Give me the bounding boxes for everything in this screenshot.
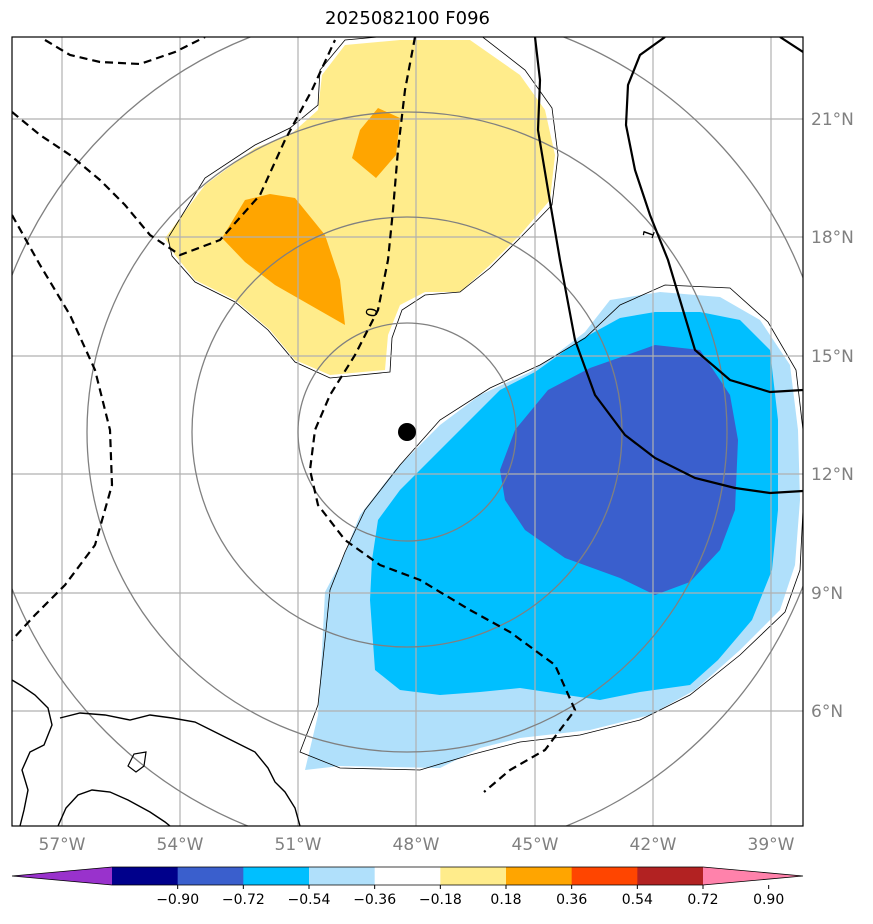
colorbar-tick-label: −0.72: [222, 892, 265, 908]
lat-label: 9°N: [811, 584, 843, 604]
lon-label: 45°W: [512, 835, 559, 855]
lon-label: 42°W: [630, 835, 677, 855]
lon-label: 51°W: [275, 835, 322, 855]
colorbar-tick-label: −0.90: [156, 892, 199, 908]
colorbar-segment: [637, 867, 704, 885]
lon-label: 54°W: [157, 835, 204, 855]
colorbar-segment: [177, 867, 244, 885]
lat-label: 12°N: [811, 465, 854, 485]
page-title: 2025082100 F096: [325, 8, 490, 29]
positive-fill-036: [165, 40, 555, 375]
colorbar-segment: [506, 867, 573, 885]
lat-label: 15°N: [811, 347, 854, 367]
negative-outline: [299, 284, 803, 771]
colorbar-tick-label: −0.18: [419, 892, 462, 908]
colorbar-tick-label: 0.72: [687, 892, 718, 908]
longitude-labels: 57°W 54°W 51°W 48°W 45°W 42°W 39°W: [39, 835, 795, 855]
colorbar: −0.90 −0.72 −0.54 −0.36 −0.18 0.18 0.36 0.54 0.7…: [11, 866, 804, 908]
colorbar-tick-label: 0.36: [556, 892, 587, 908]
colorbar-outline: [11, 866, 804, 886]
colorbar-tick-label: −0.54: [288, 892, 331, 908]
lat-label: 18°N: [811, 228, 854, 248]
lat-label: 21°N: [811, 110, 854, 130]
lon-label: 39°W: [748, 835, 795, 855]
colorbar-segment: [309, 867, 376, 885]
colorbar-tick-label: 0.18: [490, 892, 521, 908]
colorbar-extend-low: [12, 867, 112, 885]
lon-label: 57°W: [39, 835, 86, 855]
lon-label: 48°W: [393, 835, 440, 855]
coastline: [12, 679, 301, 826]
positive-fill-054-b: [352, 108, 400, 178]
range-rings: [12, 37, 803, 826]
colorbar-tick-label: −0.36: [353, 892, 396, 908]
colorbar-segment: [571, 867, 638, 885]
colorbar-tick-label: 0.90: [753, 892, 784, 908]
colorbar-segment: [112, 867, 179, 885]
map-area: 0 1: [12, 37, 803, 826]
colorbar-segment: [440, 867, 507, 885]
island: [127, 751, 147, 773]
colorbar-tick-label: 0.54: [622, 892, 653, 908]
solid-contours: [533, 37, 803, 495]
contour-label-zero: 0: [362, 306, 381, 319]
storm-center-dot: [398, 423, 416, 441]
positive-outline: [167, 37, 559, 379]
dashed-contours: [12, 37, 577, 793]
colorbar-extend-high: [703, 867, 803, 885]
positive-fill-054-a: [222, 194, 345, 325]
latitude-labels: 21°N 18°N 15°N 12°N 9°N 6°N: [811, 110, 854, 722]
lat-label: 6°N: [811, 702, 843, 722]
colorbar-segment: [243, 867, 310, 885]
colorbar-segment: [374, 867, 441, 885]
map-frame: [11, 36, 804, 827]
